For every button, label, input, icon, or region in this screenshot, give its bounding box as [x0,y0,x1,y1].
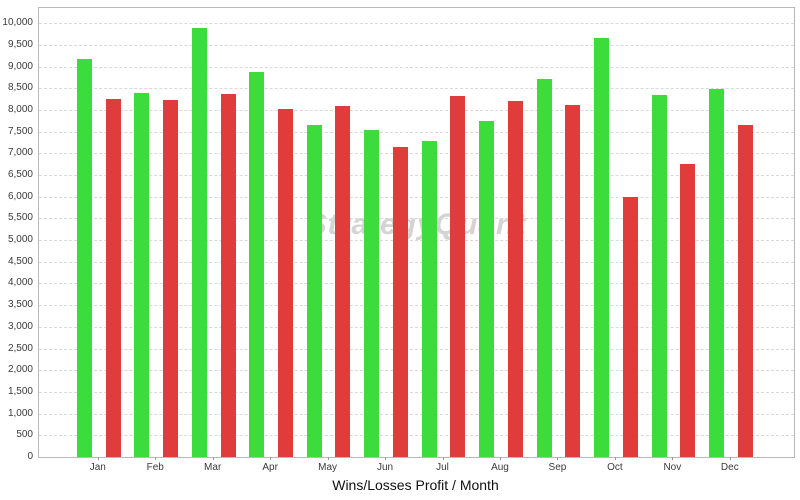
bar-losses-jul [450,96,466,457]
y-axis-label-0: 0 [27,451,33,462]
y-axis-label-9000: 9,000 [7,60,33,72]
y-axis-label-8000: 8,000 [7,103,33,115]
bar-wins-dec [708,89,724,457]
bar-losses-feb [163,100,179,457]
x-tick-jun [385,457,387,460]
bar-wins-feb [134,93,150,457]
bar-losses-jun [392,147,408,457]
x-tick-dec [729,457,731,460]
gridline-4000 [39,283,794,285]
gridline-6500 [39,175,794,177]
bar-losses-apr [278,109,293,457]
bar-wins-jan [76,59,92,457]
gridline-8000 [39,109,794,111]
y-axis-label-2000: 2,000 [7,364,33,376]
x-tick-aug [499,457,501,460]
bar-wins-may [306,125,322,457]
y-axis-label-500: 500 [16,429,33,441]
bar-wins-sep [536,79,552,457]
x-axis-label-aug: Aug [491,462,509,473]
y-axis-label-10000: 10,000 [2,17,33,29]
bar-wins-aug [479,121,495,457]
y-axis-label-1000: 1,000 [7,407,33,419]
y-axis-label-6000: 6,000 [7,190,33,202]
x-axis-label-oct: Oct [607,462,623,473]
x-tick-sep [557,457,559,460]
gridline-7000 [39,153,794,155]
bar-wins-mar [191,28,207,457]
x-tick-jan [97,457,99,460]
y-axis-label-6500: 6,500 [7,169,33,181]
gridline-9500 [39,44,794,46]
bar-losses-sep [565,105,581,457]
x-axis-label-sep: Sep [548,462,567,473]
chart-title: Wins/Losses Profit / Month [332,477,499,493]
gridline-2000 [39,370,794,372]
gridline-5000 [39,240,794,242]
bar-wins-oct [594,38,610,457]
x-axis-label-feb: Feb [146,462,164,473]
bar-losses-mar [220,94,236,457]
bar-losses-nov [680,164,696,457]
bar-losses-may [335,106,351,457]
y-axis-label-7500: 7,500 [7,125,33,137]
x-tick-apr [270,457,272,460]
bar-wins-jul [421,141,437,457]
y-axis-label-9500: 9,500 [7,38,33,50]
x-tick-mar [212,457,214,460]
x-tick-feb [155,457,157,460]
gridline-1500 [39,391,794,393]
bar-wins-jun [364,130,380,457]
gridline-4500 [39,261,794,263]
gridline-500 [39,435,794,437]
y-axis-label-7000: 7,000 [7,147,33,159]
bar-wins-nov [651,95,667,457]
x-tick-nov [672,457,674,460]
x-tick-oct [614,457,616,460]
gridline-5500 [39,218,794,220]
y-axis-label-8500: 8,500 [7,82,33,94]
y-axis-label-2500: 2,500 [7,342,33,354]
y-axis-label-1500: 1,500 [7,385,33,397]
y-axis-label-3500: 3,500 [7,299,33,311]
x-tick-jul [442,457,444,460]
y-axis-label-5000: 5,000 [7,234,33,246]
gridline-9000 [39,66,794,68]
y-axis-label-3000: 3,000 [7,320,33,332]
gridline-8500 [39,88,794,90]
x-axis-label-mar: Mar [204,462,222,473]
plot-area: StrategyQuant [38,7,795,458]
x-axis-label-may: May [318,462,338,473]
bar-losses-dec [737,125,753,457]
bar-wins-apr [249,72,265,457]
gridline-7500 [39,131,794,133]
gridline-6000 [39,196,794,198]
gridline-3000 [39,326,794,328]
x-axis-label-dec: Dec [720,462,739,473]
bar-losses-aug [507,101,523,457]
x-axis-label-jan: Jan [89,462,106,473]
y-axis-label-4500: 4,500 [7,255,33,267]
x-axis-label-nov: Nov [663,462,682,473]
x-axis-label-jun: Jun [377,462,394,473]
bar-losses-oct [622,197,638,457]
x-tick-may [327,457,329,460]
bar-losses-jan [105,99,121,457]
y-axis-label-5500: 5,500 [7,212,33,224]
gridline-2500 [39,348,794,350]
gridline-10000 [39,23,794,25]
gridline-1000 [39,413,794,415]
gridline-3500 [39,305,794,307]
x-axis-label-jul: Jul [436,462,449,473]
x-axis-label-apr: Apr [262,462,278,473]
y-axis-label-4000: 4,000 [7,277,33,289]
